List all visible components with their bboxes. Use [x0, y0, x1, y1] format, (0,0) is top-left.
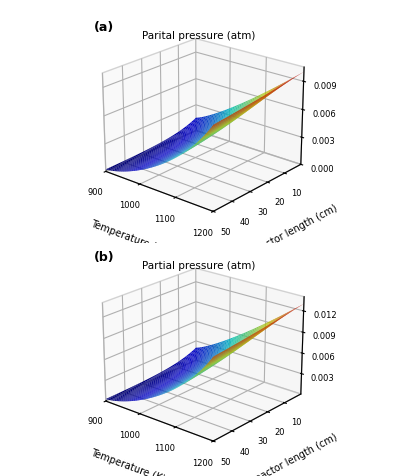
- Text: (a): (a): [93, 21, 114, 34]
- Y-axis label: Reactor length (cm): Reactor length (cm): [247, 202, 338, 257]
- Y-axis label: Reactor length (cm): Reactor length (cm): [247, 431, 338, 476]
- Text: Parital pressure (atm): Parital pressure (atm): [142, 31, 255, 41]
- Text: Partial pressure (atm): Partial pressure (atm): [142, 260, 255, 270]
- X-axis label: Temperature (K): Temperature (K): [89, 218, 166, 255]
- X-axis label: Temperature (K): Temperature (K): [89, 447, 166, 476]
- Text: (b): (b): [93, 250, 114, 263]
